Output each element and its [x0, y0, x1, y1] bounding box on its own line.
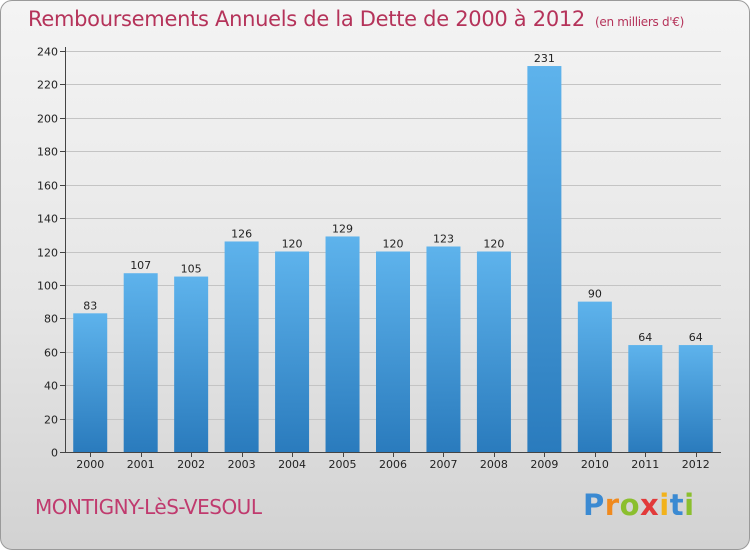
x-tick-label: 2011: [631, 458, 659, 471]
bar: [628, 345, 663, 452]
y-tick-label: 140: [37, 213, 58, 226]
bar-value-label: 120: [483, 238, 504, 251]
bar: [275, 251, 310, 452]
x-tick-label: 2012: [682, 458, 710, 471]
bar-value-label: 90: [588, 288, 602, 301]
x-tick-label: 2002: [177, 458, 205, 471]
bar-value-label: 126: [231, 227, 252, 240]
bar: [325, 236, 360, 452]
x-tick-label: 2006: [379, 458, 407, 471]
bar-labels: 83 107 105 126 120 129 120 123 120 231 90 64 64: [83, 52, 703, 344]
x-tick-label: 2008: [480, 458, 508, 471]
y-tick-label: 40: [44, 380, 58, 393]
x-tick-label: 2000: [76, 458, 104, 471]
bar: [174, 276, 209, 452]
bar-value-label: 105: [181, 263, 202, 276]
bar-value-label: 129: [332, 222, 353, 235]
bar-value-label: 107: [130, 259, 151, 272]
bar-value-label: 120: [383, 238, 404, 251]
y-tick-label: 60: [44, 347, 58, 360]
axes: 0 20 40 60 80 100 120 140 160 180 200 220 240 2000 200…: [37, 46, 721, 471]
x-tick-label: 2009: [530, 458, 558, 471]
x-tick-label: 2005: [329, 458, 357, 471]
bars: [73, 66, 713, 452]
bar-value-label: 123: [433, 232, 454, 245]
bar-value-label: 83: [83, 299, 97, 312]
bar: [577, 301, 612, 452]
y-tick-label: 240: [37, 46, 58, 59]
bar: [527, 66, 562, 452]
y-tick-label: 180: [37, 146, 58, 159]
bar: [376, 251, 410, 452]
y-tick-label: 20: [44, 414, 58, 427]
bar: [426, 246, 461, 452]
x-tick-label: 2003: [228, 458, 256, 471]
y-tick-label: 220: [37, 79, 58, 92]
town-name: MONTIGNY-LèS-VESOUL: [35, 495, 262, 519]
x-tick-label: 2004: [278, 458, 306, 471]
chart-unit: (en milliers d'€): [595, 15, 685, 29]
x-tick-label: 2001: [127, 458, 155, 471]
chart-title-text: Remboursements Annuels de la Dette de 20…: [28, 7, 585, 31]
chart-title: Remboursements Annuels de la Dette de 20…: [28, 7, 684, 31]
bar-value-label: 120: [282, 238, 303, 251]
bar: [224, 241, 259, 452]
x-tick-label: 2007: [429, 458, 457, 471]
y-tick-label: 200: [37, 113, 58, 126]
y-tick-label: 160: [37, 180, 58, 193]
bar-value-label: 64: [689, 331, 703, 344]
y-tick-label: 100: [37, 280, 58, 293]
y-tick-label: 80: [44, 313, 58, 326]
y-tick-label: 0: [51, 447, 58, 460]
bar-value-label: 231: [534, 52, 555, 65]
bar: [73, 313, 108, 452]
proxiti-logo[interactable]: Proxiti: [583, 488, 695, 522]
y-tick-label: 120: [37, 247, 58, 260]
x-tick-label: 2010: [581, 458, 609, 471]
bar: [123, 273, 158, 452]
bar: [678, 345, 713, 452]
bar-value-label: 64: [638, 331, 652, 344]
bar: [476, 251, 511, 452]
